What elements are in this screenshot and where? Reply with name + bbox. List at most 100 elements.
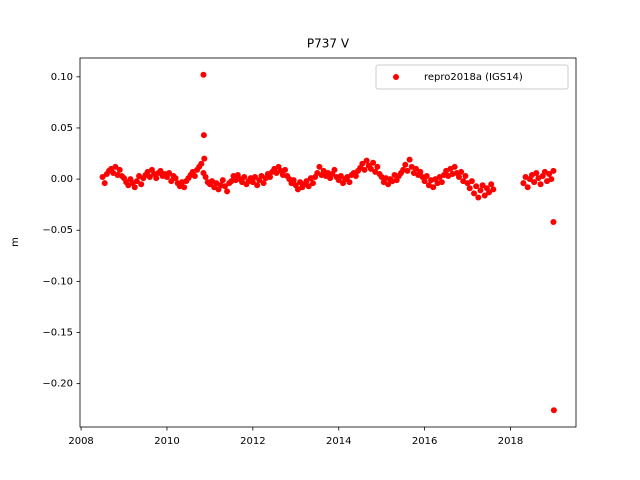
y-tick-label: 0.10 [51,72,73,83]
point [352,173,359,180]
point [200,71,207,78]
point [438,179,445,186]
point [423,173,430,180]
point [417,168,424,175]
point [116,166,123,173]
legend-marker [393,74,399,80]
point [468,178,475,185]
point [181,184,188,191]
point [202,174,209,181]
x-tick-label: 2018 [498,436,523,447]
point [331,166,338,173]
point [531,179,538,186]
point [548,176,555,183]
point [346,179,353,186]
point [550,219,557,226]
point [490,186,497,193]
point [251,174,258,181]
y-tick-label: 0.05 [51,123,73,134]
point [249,179,256,186]
point [458,168,465,175]
point [481,192,488,199]
point [471,190,478,197]
point [404,167,411,174]
point [254,182,261,189]
y-tick-label: −0.05 [42,225,73,236]
point [201,155,208,162]
point [99,174,106,181]
point [157,167,164,174]
point [309,180,316,187]
point [533,169,540,176]
point [101,180,108,187]
point [166,169,173,176]
x-tick-label: 2008 [68,436,93,447]
point [473,183,480,190]
point [520,180,527,187]
point [260,180,267,187]
point [337,173,344,180]
point [200,132,207,139]
point [475,194,482,201]
point [406,156,413,163]
plot-frame [79,57,577,428]
point [290,177,297,184]
point [550,407,557,414]
point [146,174,153,181]
point [224,188,231,195]
point [546,170,553,177]
point [363,157,370,164]
point [462,173,469,180]
point [374,163,381,170]
point [370,159,377,166]
x-tick-label: 2012 [240,436,265,447]
y-tick-label: 0.00 [51,174,73,185]
point [385,181,392,188]
point [138,181,145,188]
point [451,163,458,170]
point [477,187,484,194]
point [359,160,366,167]
point [191,173,198,180]
point [133,178,140,185]
legend-label: repro2018a (IGS14) [424,72,523,83]
point [112,163,119,170]
point [153,175,160,182]
x-tick-label: 2010 [154,436,179,447]
point [524,184,531,191]
point [479,182,486,189]
point [267,174,274,181]
point [367,165,374,172]
point [421,178,428,185]
y-tick-label: −0.15 [42,328,73,339]
point [219,177,226,184]
point [537,181,544,188]
y-tick-label: −0.10 [42,276,73,287]
y-axis-label: m [10,237,21,247]
point [316,163,323,170]
point [550,167,557,174]
chart-title: P737 V [307,37,350,51]
point [413,165,420,172]
point [488,181,495,188]
point [466,185,473,192]
point [361,166,368,173]
point [303,178,310,185]
x-tick-label: 2014 [326,436,351,447]
point [131,184,138,191]
point [430,184,437,191]
point [305,183,312,190]
point [486,189,493,196]
point [168,178,175,185]
point [198,160,205,167]
point [402,161,409,168]
point [455,174,462,181]
point [221,183,228,190]
y-tick-label: −0.20 [42,379,73,390]
point [282,166,289,173]
point [172,175,179,182]
point [241,174,248,181]
legend-box [375,64,569,90]
x-tick-label: 2016 [412,436,437,447]
